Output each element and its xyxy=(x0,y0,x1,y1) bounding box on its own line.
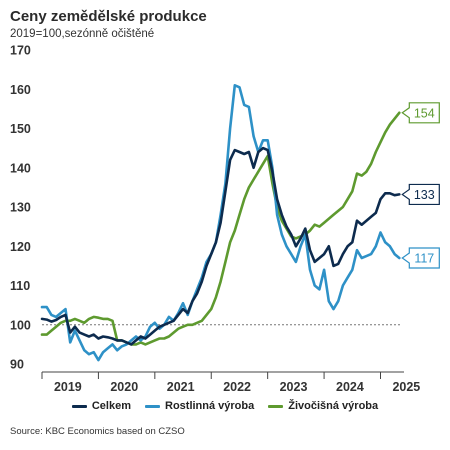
legend: Celkem Rostlinná výroba Živočišná výroba xyxy=(0,400,450,412)
series-lines xyxy=(40,84,401,362)
y-tick-label: 160 xyxy=(10,83,31,97)
legend-swatch-celkem xyxy=(71,404,87,408)
x-tick-label: 2022 xyxy=(223,380,251,394)
x-tick-label: 2023 xyxy=(280,380,308,394)
end-label-box-1 xyxy=(401,247,440,269)
y-tick-label: 150 xyxy=(10,122,31,136)
source-note: Source: KBC Economics based on CZSO xyxy=(10,426,185,437)
legend-item-zivocisna: Živočišná výroba xyxy=(268,400,378,412)
y-tick-label: 110 xyxy=(10,279,30,293)
x-tick-label: 2021 xyxy=(167,380,195,394)
y-tick-label: 170 xyxy=(10,44,31,58)
legend-label-zivocisna: Živočišná výroba xyxy=(288,400,379,412)
series-line-0 xyxy=(40,146,401,346)
y-tick-label: 140 xyxy=(10,161,31,175)
x-axis: 2019 2020 2021 2022 2023 2024 2025 xyxy=(41,371,420,394)
legend-label-rostlinna: Rostlinná výroba xyxy=(165,400,255,412)
x-tick-label: 2024 xyxy=(336,380,364,394)
y-axis: 90 100 110 120 130 140 150 160 170 xyxy=(10,44,31,372)
y-tick-label: 120 xyxy=(10,240,31,254)
end-label-box-0 xyxy=(401,183,440,206)
chart-subtitle: 2019=100,sezónně očištěné xyxy=(10,28,155,40)
legend-swatch-rostlinna xyxy=(145,404,160,408)
x-tick-label: 2020 xyxy=(110,380,138,394)
end-label-0: 133 xyxy=(414,188,435,202)
legend-item-rostlinna: Rostlinná výroba xyxy=(145,400,254,412)
x-tick-label: 2019 xyxy=(54,380,82,394)
x-tick-label: 2025 xyxy=(392,380,420,394)
y-tick-label: 90 xyxy=(10,358,24,372)
end-label-2: 154 xyxy=(414,106,435,120)
y-tick-label: 100 xyxy=(10,318,31,332)
chart-title: Ceny zemědělské produkce xyxy=(10,8,207,25)
end-labels: 133 117 154 xyxy=(401,102,440,269)
legend-item-celkem: Celkem xyxy=(71,400,131,412)
legend-label-celkem: Celkem xyxy=(91,400,131,412)
end-label-1: 117 xyxy=(414,252,434,266)
series-line-2 xyxy=(40,111,401,346)
legend-swatch-zivocisna xyxy=(268,404,284,408)
end-label-box-2 xyxy=(401,102,440,124)
y-tick-label: 130 xyxy=(10,201,31,215)
